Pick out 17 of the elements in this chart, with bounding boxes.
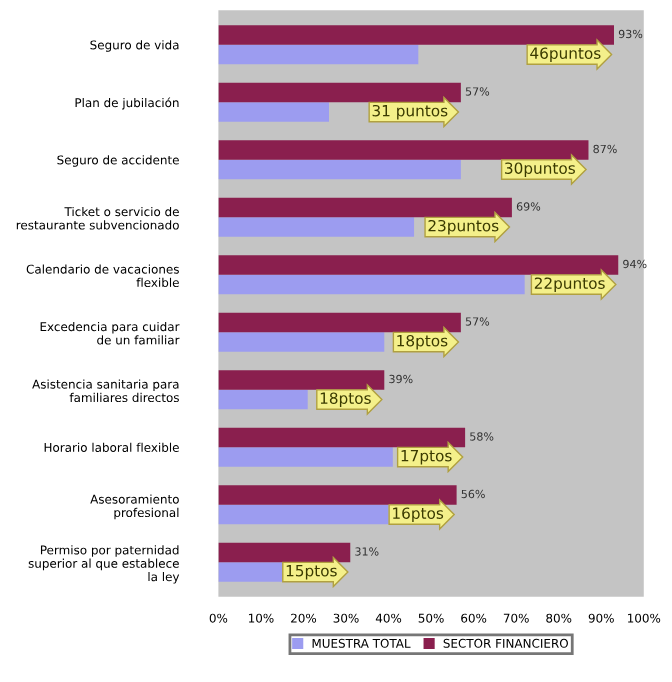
bar: [218, 332, 385, 352]
bar: [218, 274, 525, 295]
bar: [218, 140, 589, 160]
bar: [218, 102, 329, 122]
bar: [218, 485, 457, 505]
bar: [218, 255, 619, 275]
bar: [218, 197, 512, 218]
bar: [218, 25, 614, 45]
bar: [218, 370, 385, 390]
bar: [218, 82, 461, 103]
bar: [218, 427, 466, 448]
bar: [218, 389, 308, 410]
bar: [218, 44, 419, 65]
bar: [218, 447, 393, 467]
bar: [218, 217, 415, 237]
bar: [218, 312, 461, 333]
bar: [218, 159, 461, 180]
